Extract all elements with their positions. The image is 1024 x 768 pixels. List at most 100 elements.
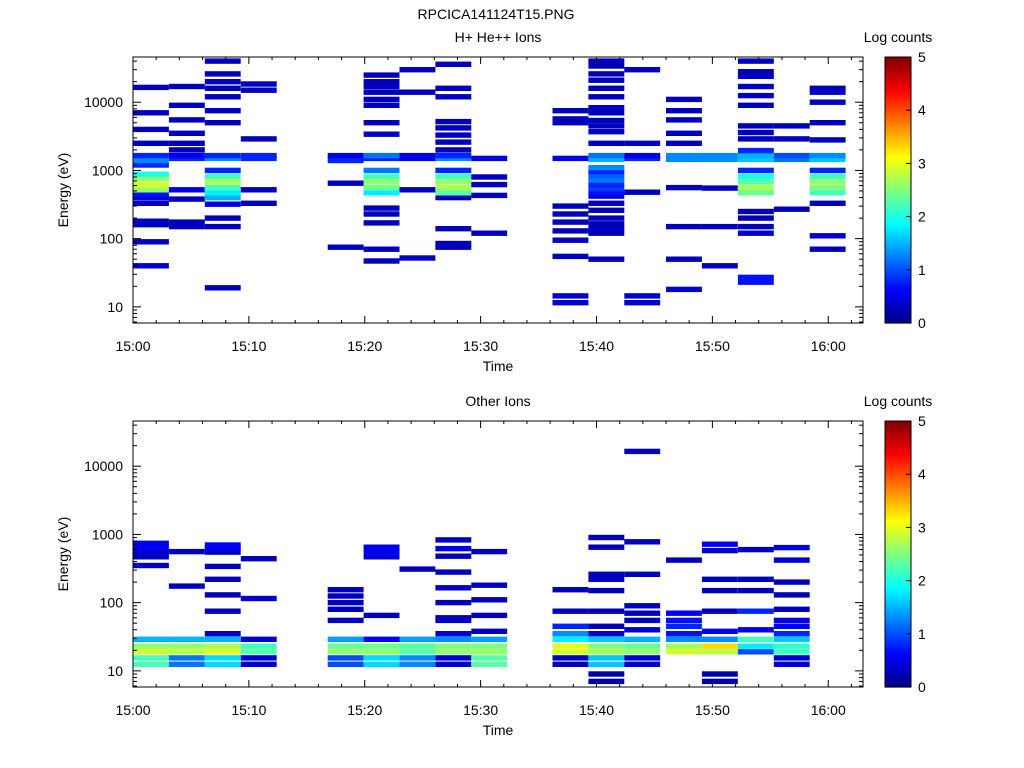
x-tick-label: 15:40 [579,338,614,354]
heatmap-cell [552,300,589,306]
chart-panel-1: 15:00 15:10 15:20 15:30 15:40 15:50 16:0010100… [55,29,932,374]
heatmap-cell [809,89,846,95]
heatmap-cell [363,89,400,95]
heatmap-cell [435,94,472,100]
colorbar-swatch [885,639,911,643]
heatmap-cell [624,140,661,146]
colorbar-swatch [885,548,911,552]
heatmap-cell [168,643,205,649]
colorbar-swatch [885,126,911,130]
heatmap-cell [773,631,810,637]
heatmap-cell [552,661,589,667]
heatmap-cell [701,678,738,685]
heatmap-cell [552,203,589,209]
colorbar-swatch [885,120,911,125]
x-tick-label: 15:20 [347,338,382,354]
heatmap-cell [204,58,241,64]
heatmap-cell [701,263,738,269]
heatmap-cell [204,285,241,291]
colorbar-swatch [885,628,911,632]
colorbar-swatch [885,128,911,133]
heatmap-cell [133,110,169,116]
heatmap-cell [773,152,810,159]
colorbar-swatch [885,617,911,622]
heatmap-cell [471,192,508,199]
heatmap-cell [168,223,205,230]
heatmap-cell [204,549,241,555]
heatmap-cell [666,649,702,655]
heatmap-cell [435,643,472,649]
heatmap-cell [204,201,241,207]
colorbar-swatch [885,205,911,210]
heatmap-cell [588,181,625,188]
heatmap-cell [737,608,774,614]
colorbar-swatch [885,458,911,462]
heatmap-cell [773,649,810,655]
colorbar-swatch [885,264,911,268]
heatmap-cell [363,258,400,264]
heatmap-cell [773,661,810,667]
heatmap-cell [204,194,241,201]
colorbar-swatch [885,439,911,443]
heatmap-cell [435,155,472,162]
x-axis-label: Time [483,722,514,738]
colorbar-swatch [885,615,911,619]
colorbar-swatch [885,64,911,69]
heatmap-cell [773,544,810,551]
colorbar-swatch [885,315,911,319]
heatmap-cell [327,643,364,649]
heatmap-cell [773,623,810,629]
heatmap-cell [133,554,169,560]
heatmap-cell [666,286,702,293]
heatmap-cell [133,540,169,546]
colorbar-swatch [885,546,911,550]
colorbar-tick-label: 2 [918,209,926,225]
heatmap-cell [204,71,241,77]
heatmap-cell [204,655,241,661]
colorbar-swatch [885,623,911,627]
heatmap-cell [204,643,241,649]
heatmap-cell [435,537,472,543]
colorbar-swatch [885,596,911,600]
heatmap-cell [363,96,400,103]
colorbar-swatch [885,585,911,590]
heatmap-cells [133,58,846,306]
heatmap-cell [666,636,702,642]
heatmap-cell [168,219,205,225]
heatmap-cell [204,173,241,179]
heatmap-cell [552,293,589,299]
heatmap-cell [737,147,774,154]
colorbar-swatch [885,307,911,311]
colorbar-label: Log counts [864,393,933,409]
heatmap-cell [588,643,625,649]
colorbar-swatch [885,174,911,178]
heatmap-cell [737,173,774,179]
heatmap-cell [737,274,774,281]
heatmap-cell [133,194,169,201]
heatmap-cell [204,184,241,191]
heatmap-cell [737,73,774,79]
colorbar-swatch [885,679,911,683]
heatmap-cell [133,191,169,197]
colorbar-swatch [885,633,911,638]
colorbar-swatch [885,99,911,103]
colorbar-swatch [885,466,911,470]
heatmap-cell [204,631,241,637]
heatmap-cell [471,181,508,188]
colorbar-swatch [885,447,911,451]
colorbar-swatch [885,59,911,63]
heatmap-cell [204,179,241,185]
heatmap-cell [588,63,625,69]
colorbar-swatch [885,176,911,180]
heatmap-cell [240,636,277,642]
colorbar-swatch [885,676,911,680]
colorbar-swatch [885,155,911,159]
heatmap-cell [588,123,625,129]
colorbar-swatch [885,78,911,82]
heatmap-cell [168,140,205,146]
colorbar-swatch [885,163,911,167]
colorbar-swatch [885,444,911,449]
heatmap-cell [435,599,472,606]
heatmap-cell [435,152,472,159]
heatmap-cell [133,140,169,146]
